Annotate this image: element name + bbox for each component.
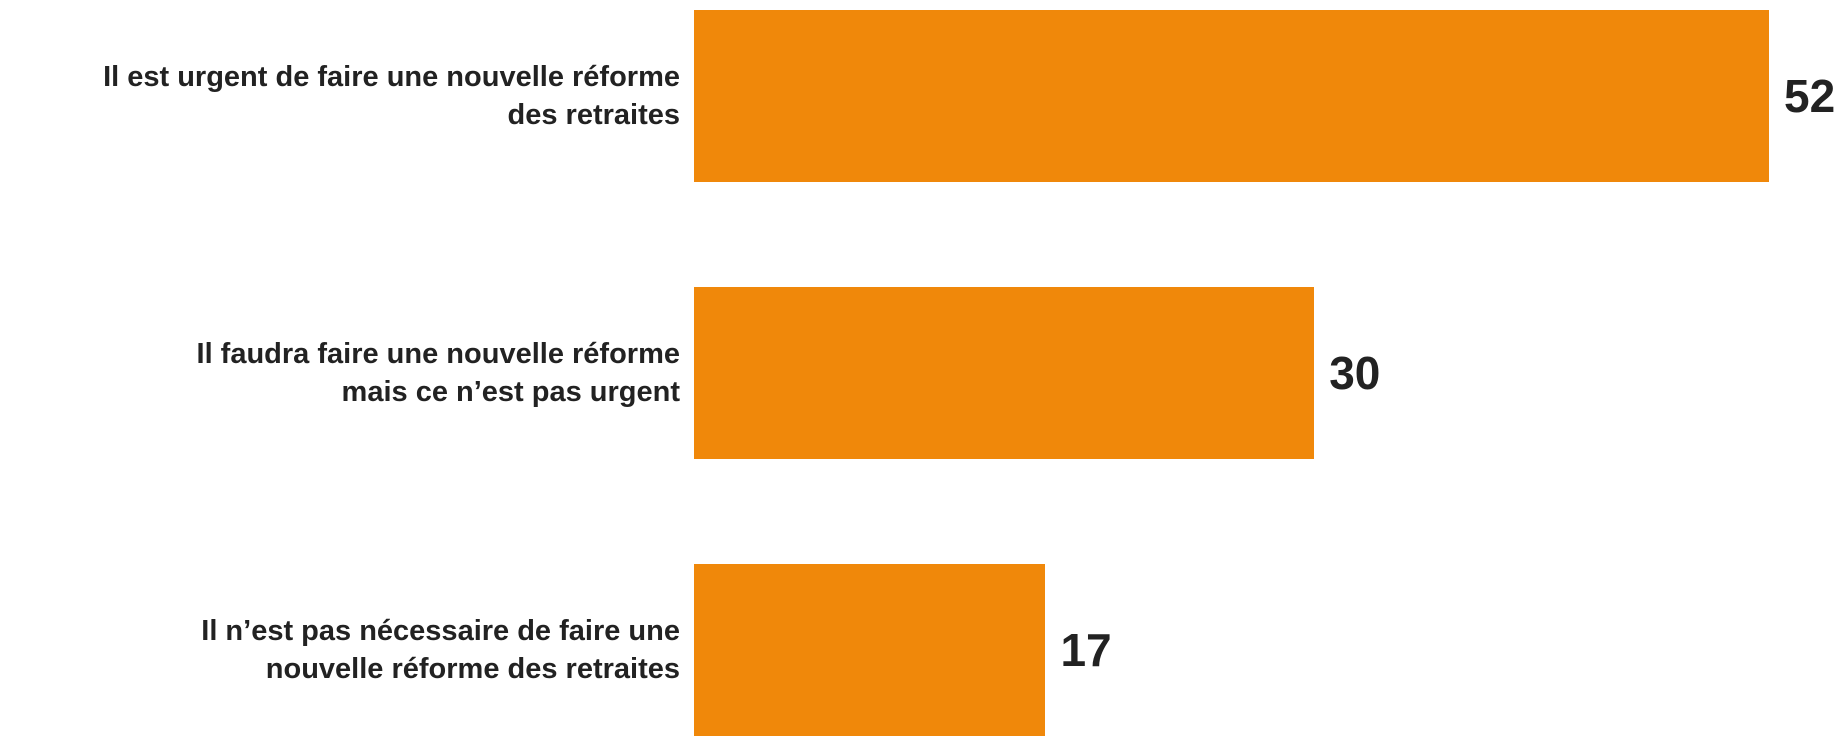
value-label: 30	[1329, 347, 1381, 399]
value-label: 17	[1060, 624, 1112, 676]
category-label: Il est urgent de faire une nouvelle réfo…	[0, 10, 680, 182]
bar	[694, 287, 1315, 459]
category-label-line: Il faudra faire une nouvelle réforme	[196, 338, 680, 370]
category-label-line: mais ce n’est pas urgent	[341, 376, 680, 408]
category-label-line: Il est urgent de faire une nouvelle réfo…	[103, 61, 680, 93]
bar	[694, 564, 1046, 736]
bar	[694, 10, 1769, 182]
category-label-line: des retraites	[507, 99, 681, 131]
category-label-line: Il n’est pas nécessaire de faire une	[201, 615, 680, 647]
category-label: Il faudra faire une nouvelle réforme mais…	[0, 287, 680, 459]
category-label: Il n’est pas nécessaire de faire une nouv…	[0, 564, 680, 736]
value-label: 52	[1784, 70, 1836, 122]
category-label-line: nouvelle réforme des retraites	[265, 653, 680, 685]
